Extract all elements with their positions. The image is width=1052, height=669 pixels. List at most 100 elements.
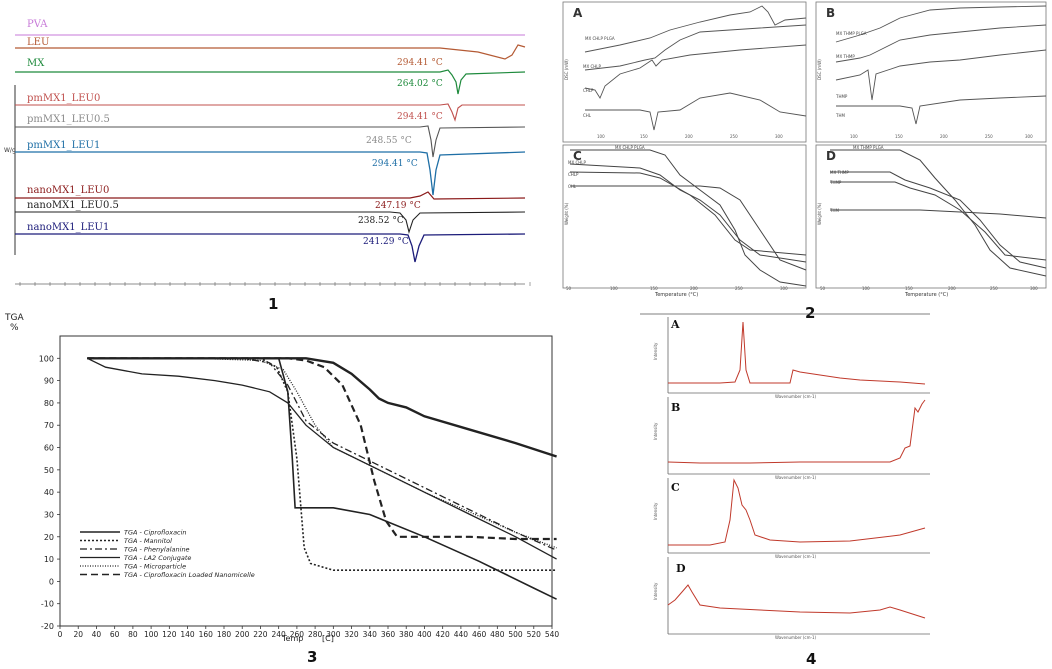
p1-label-nanomx1-leu1: nanoMX1_LEU1 [27, 222, 109, 233]
p2c-tick: 50 [566, 286, 572, 291]
panel-2-grid: A B C D DSC (mW) DSC (mW) Weight (%) Wei… [562, 1, 1047, 322]
p2d-tick: 300 [1030, 286, 1038, 291]
p2b-label-1: MX THMP PLGA [836, 31, 867, 36]
p2-frame-b [815, 1, 1047, 143]
p3-x-tick-label: 40 [92, 630, 102, 639]
p2-frame-c [562, 144, 807, 289]
p3-series-2 [87, 357, 557, 551]
p4-letter-d: D [676, 562, 686, 575]
p2-xticks-b: 100 150 200 250 300 [850, 134, 1033, 139]
p1-ylabel: W/g [4, 147, 16, 154]
p1-annot-pmmx1-leu1: 294.41 °C [372, 159, 418, 169]
p2-letter-d: D [826, 149, 836, 163]
p4a-xlabel: Wavenumber (cm-1) [775, 394, 817, 399]
p2d-series-2 [830, 171, 1047, 269]
panel-number-1: 1 [268, 295, 278, 313]
p3-x-tick-label: 0 [58, 630, 63, 639]
p3-series-3 [87, 357, 557, 560]
p3-series-6 [87, 357, 557, 458]
p4-letter-b: B [671, 401, 680, 414]
p2a-tick: 200 [685, 134, 693, 139]
p3-x-tick-label: 340 [363, 630, 378, 639]
panel-number-2: 2 [805, 304, 815, 322]
p3-y-tick-label: 50 [44, 466, 54, 475]
p2c-label-3: CHLP [568, 172, 579, 177]
p3-x-tick-label: 500 [508, 630, 523, 639]
p2c-tick: 150 [650, 286, 658, 291]
p3-x-tick-label: 140 [180, 630, 195, 639]
p3-y-tick-label: 40 [44, 488, 54, 497]
p2-xticks-d: 50 100 150 200 250 300 Temperature (°C) [820, 286, 1038, 298]
p2a-series-3 [584, 44, 807, 99]
p3-x-tick-label: 540 [545, 630, 560, 639]
p3-series-group [87, 357, 557, 600]
p3-y-tick-label: 0 [49, 577, 54, 586]
p3-x-tick-label: 300 [326, 630, 341, 639]
p1-label-nanomx1-leu0: nanoMX1_LEU0 [27, 185, 109, 196]
p3-x-tick-label: 100 [144, 630, 159, 639]
p3-x-tick-label: 180 [217, 630, 232, 639]
p1-annot-nanomx1-leu0: 247.19 °C [375, 201, 421, 211]
p3-x-tick-label: 60 [110, 630, 120, 639]
p1-annot-nanomx1-leu1: 241.29 °C [363, 237, 409, 247]
p2d-tick: 100 [862, 286, 870, 291]
p2a-tick: 300 [775, 134, 783, 139]
p2d-tick: 150 [905, 286, 913, 291]
p4d-spectrum [667, 584, 926, 619]
p2-letter-b: B [826, 6, 835, 20]
p2d-label-2: MX THMP [830, 170, 849, 175]
p2b-tick: 150 [895, 134, 903, 139]
p3-legend-label: TGA - Microparticle [124, 563, 186, 571]
p3-x-tick-label: 440 [454, 630, 469, 639]
p1-label-pva: PVA [27, 19, 48, 30]
p2b-tick: 200 [940, 134, 948, 139]
p2c-series-3 [569, 171, 807, 256]
p4-letter-a: A [670, 318, 680, 331]
p2c-tick: 300 [780, 286, 788, 291]
p2c-label-4: CHL [568, 184, 577, 189]
p2-ylabel-c: Weight (%) [564, 202, 569, 225]
p3-x-tick-label: 200 [235, 630, 250, 639]
p2c-tick: 250 [735, 286, 743, 291]
p3-title-unit: % [10, 323, 19, 333]
p2c-tick: 200 [690, 286, 698, 291]
p3-y-tick-label: 90 [44, 377, 54, 386]
p3-x-ticks: 0 20 40 60 80 100 120 140 160 180 200 220 240 260 280 3… [58, 626, 560, 639]
p2b-series-4 [836, 95, 1047, 125]
p2b-tick: 100 [850, 134, 858, 139]
p2-frame-a [562, 1, 807, 143]
p3-x-tick-label: 400 [417, 630, 432, 639]
p3-x-tick-label: 80 [128, 630, 138, 639]
p4c-spectrum [668, 478, 926, 546]
p3-y-tick-label: 60 [44, 444, 54, 453]
p2b-label-4: THM [835, 113, 845, 118]
p2-ylabel-a: DSC (mW) [564, 59, 569, 80]
panel-number-4: 4 [806, 650, 816, 668]
p2b-series-3 [835, 49, 1047, 101]
p4d-ylabel: Intensity [653, 582, 658, 600]
p4-letter-c: C [671, 481, 680, 494]
p3-x-tick-label: 260 [290, 630, 305, 639]
p1-series-leu [15, 44, 526, 60]
p2c-series-2 [569, 163, 807, 263]
p3-x-tick-label: 220 [253, 630, 268, 639]
p3-y-tick-label: 100 [39, 354, 54, 363]
p2a-series-4 [585, 92, 807, 131]
panel-1-dsc: W/g PVA LEU MX pmMX1_LEU0 pmMX1_LEU0.5 p… [4, 19, 531, 313]
p3-x-tick-label: 160 [199, 630, 214, 639]
p1-x-ticks [19, 282, 531, 286]
p4b-xlabel: Wavenumber (cm-1) [775, 475, 817, 480]
p1-annot-pmmx1-leu0: 294.41 °C [397, 112, 443, 122]
p2b-series-2 [835, 24, 1047, 63]
p1-series-nanomx1-leu0 [15, 191, 526, 200]
p2c-xlabel: Temperature (°C) [654, 292, 698, 298]
p1-series-pmmx1-leu1 [15, 151, 526, 196]
p3-plot-frame [59, 335, 553, 627]
p2a-label-1: MX CHLP PLGA [585, 36, 615, 41]
p2-ylabel-d: Weight (%) [817, 202, 822, 225]
p1-label-mx: MX [27, 58, 45, 69]
p3-y-tick-label: 70 [44, 421, 54, 430]
